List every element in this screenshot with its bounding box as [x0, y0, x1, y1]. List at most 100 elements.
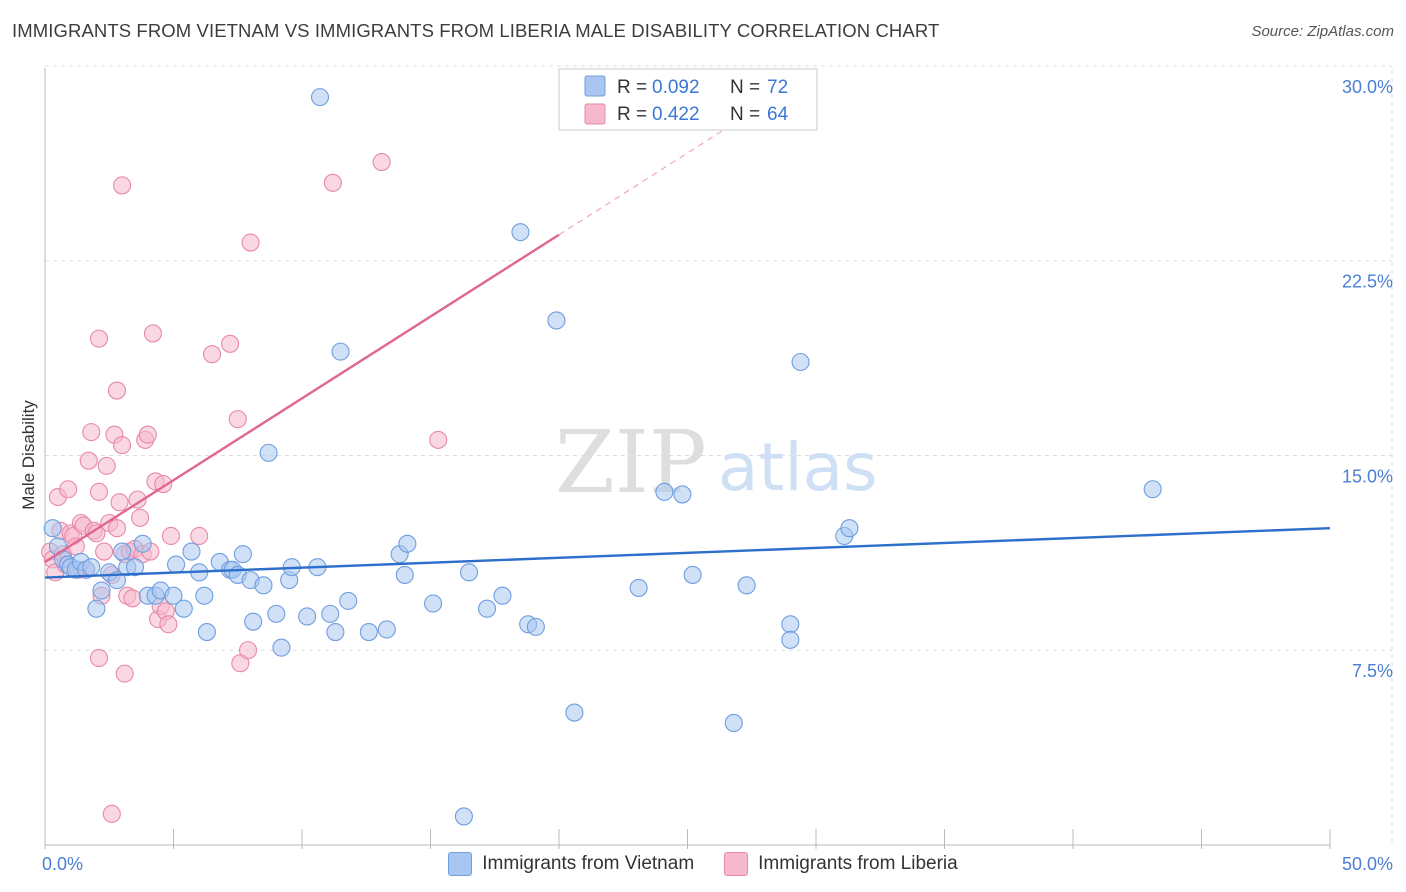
- point-vietnam: [254, 576, 273, 595]
- point-liberia: [190, 526, 209, 546]
- point-vietnam: [326, 623, 345, 642]
- tick-labels: 7.5% 15.0% 22.5% 30.0% 0.0% 50.0%: [42, 77, 1393, 874]
- point-liberia: [429, 430, 448, 449]
- point-vietnam: [511, 223, 530, 242]
- point-liberia: [241, 233, 260, 252]
- point-liberia: [203, 345, 222, 364]
- legend-item-liberia[interactable]: Immigrants from Liberia: [724, 852, 958, 876]
- point-liberia: [113, 176, 132, 195]
- point-vietnam: [565, 703, 584, 722]
- vietnam-n-value: 72: [767, 77, 788, 98]
- stats-legend: R = 0.092 N = 72 R = 0.422 N = 64: [558, 68, 818, 131]
- point-liberia: [372, 152, 391, 172]
- watermark-atlas: atlas: [718, 429, 878, 506]
- liberia-r-value: 0.422: [652, 104, 700, 125]
- point-liberia: [131, 508, 150, 527]
- trend-line-vietnam: [44, 526, 1331, 579]
- point-vietnam: [298, 607, 317, 626]
- point-liberia: [97, 456, 116, 475]
- point-vietnam: [267, 604, 286, 623]
- trend-line-liberia: [44, 233, 560, 563]
- point-liberia: [95, 542, 114, 561]
- y-tick-label: 7.5%: [1352, 661, 1393, 681]
- point-vietnam: [321, 604, 340, 623]
- liberia-n-value: 64: [767, 104, 789, 125]
- point-vietnam: [259, 443, 278, 462]
- y-axis-label: Male Disability: [19, 400, 38, 510]
- legend-swatch-liberia: [724, 852, 749, 876]
- bottom-legend: Immigrants from Vietnam Immigrants from …: [0, 852, 1406, 876]
- point-vietnam: [840, 519, 859, 538]
- legend-label-vietnam: Immigrants from Vietnam: [482, 853, 695, 874]
- point-vietnam: [655, 482, 674, 501]
- source-label: Source: ZipAtlas.com: [1251, 23, 1394, 40]
- point-vietnam: [477, 599, 497, 618]
- point-vietnam: [424, 594, 443, 613]
- point-vietnam: [339, 591, 358, 610]
- point-liberia: [107, 519, 127, 538]
- point-vietnam: [195, 586, 214, 605]
- point-vietnam: [87, 599, 106, 618]
- legend-item-vietnam[interactable]: Immigrants from Vietnam: [448, 852, 694, 876]
- x-tick-label: 50.0%: [1342, 854, 1393, 874]
- point-liberia: [123, 589, 142, 608]
- point-vietnam: [272, 638, 291, 657]
- liberia-n-label: N =: [730, 104, 760, 125]
- x-tick-label: 0.0%: [42, 854, 83, 874]
- point-liberia: [115, 664, 134, 683]
- point-vietnam: [92, 581, 111, 600]
- point-vietnam: [359, 623, 378, 642]
- point-liberia: [107, 381, 127, 400]
- chart-title: IMMIGRANTS FROM VIETNAM VS IMMIGRANTS FR…: [12, 20, 940, 41]
- point-liberia: [143, 324, 162, 343]
- point-vietnam: [125, 558, 144, 577]
- point-liberia: [159, 615, 178, 634]
- watermark: ZIP atlas: [555, 413, 878, 513]
- point-vietnam: [182, 542, 201, 561]
- point-vietnam: [724, 713, 743, 733]
- point-liberia: [161, 526, 180, 546]
- point-liberia: [102, 804, 121, 823]
- legend-label-liberia: Immigrants from Liberia: [758, 853, 958, 874]
- point-liberia: [89, 482, 109, 501]
- point-liberia: [128, 490, 147, 509]
- point-liberia: [228, 410, 247, 429]
- point-vietnam: [493, 586, 512, 605]
- point-vietnam: [459, 563, 479, 582]
- point-vietnam: [781, 630, 800, 649]
- point-liberia: [238, 641, 258, 660]
- point-vietnam: [683, 565, 702, 584]
- axes: [44, 68, 1331, 849]
- point-vietnam: [1143, 480, 1162, 499]
- point-vietnam: [791, 352, 810, 372]
- point-liberia: [89, 648, 109, 668]
- point-vietnam: [781, 615, 800, 634]
- point-vietnam: [43, 519, 62, 538]
- vietnam-r-label: R =: [617, 77, 647, 98]
- point-vietnam: [233, 545, 252, 564]
- point-vietnam: [197, 623, 216, 642]
- stats-legend-liberia-swatch: [584, 103, 606, 125]
- point-vietnam: [629, 578, 648, 597]
- y-tick-label: 30.0%: [1342, 77, 1393, 97]
- legend-swatch-vietnam: [448, 852, 473, 876]
- y-tick-label: 15.0%: [1342, 466, 1393, 486]
- vietnam-n-label: N =: [730, 77, 760, 98]
- point-liberia: [220, 334, 240, 353]
- point-liberia: [89, 329, 109, 348]
- point-liberia: [82, 423, 101, 442]
- y-tick-label: 22.5%: [1342, 272, 1393, 292]
- point-vietnam: [331, 342, 350, 361]
- point-vietnam: [454, 807, 473, 826]
- point-vietnam: [164, 586, 183, 605]
- point-liberia: [138, 425, 157, 444]
- point-vietnam: [547, 311, 566, 330]
- liberia-r-label: R =: [617, 104, 647, 125]
- point-liberia: [113, 436, 132, 455]
- point-vietnam: [113, 542, 132, 561]
- point-vietnam: [398, 534, 417, 553]
- point-liberia: [79, 451, 98, 470]
- point-vietnam: [737, 576, 756, 595]
- point-vietnam: [133, 534, 152, 553]
